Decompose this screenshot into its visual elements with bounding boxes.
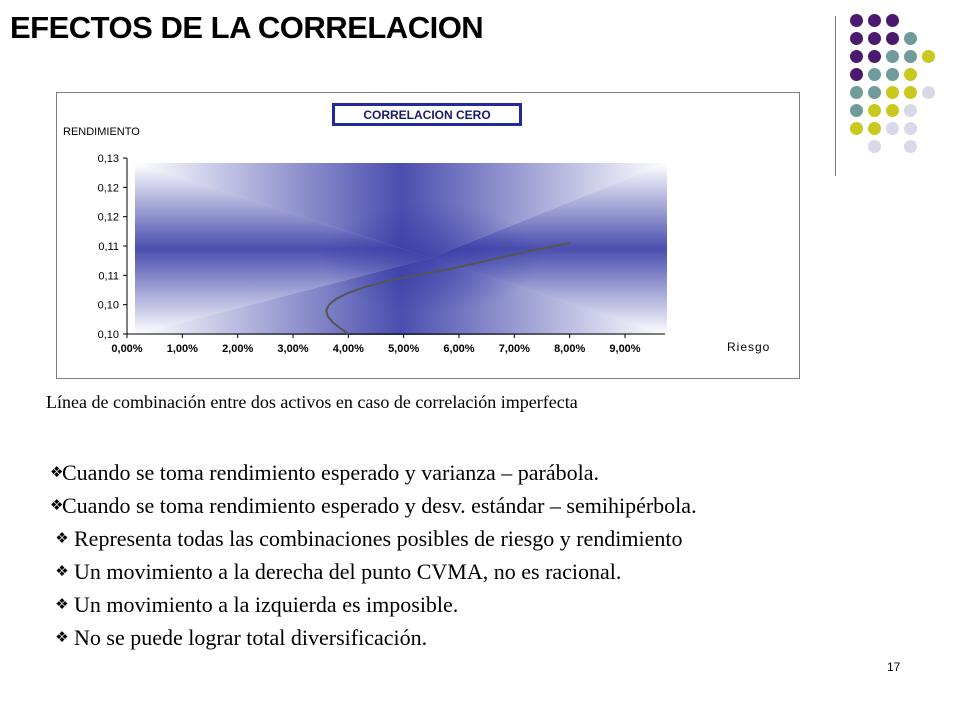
shade-left	[135, 163, 431, 335]
decorative-dot	[850, 32, 863, 45]
decorative-dot	[886, 122, 899, 135]
bullet-diamond-icon: ❖	[50, 463, 64, 481]
decorative-dot	[904, 68, 917, 81]
decorative-dot	[868, 86, 881, 99]
x-tick-label: 8,00%	[554, 343, 585, 355]
bullet-diamond-icon: ❖	[55, 562, 69, 580]
bullet-item: ❖ Un movimiento a la izquierda es imposib…	[50, 588, 697, 621]
decorative-dot	[922, 86, 935, 99]
decorative-dot	[886, 14, 899, 27]
y-tick-label: 0,10	[98, 300, 119, 312]
chart-title: CORRELACION CERO	[363, 108, 490, 122]
divider-line	[835, 16, 836, 176]
x-tick-label: 7,00%	[499, 343, 530, 355]
bullet-item: ❖ Un movimiento a la derecha del punto CV…	[50, 555, 697, 588]
decorative-dot	[904, 86, 917, 99]
decorative-dot	[904, 104, 917, 117]
chart-title-group: CORRELACION CERO	[332, 103, 522, 126]
bullet-item: ❖ Representa todas las combinaciones posi…	[50, 522, 697, 555]
bullet-diamond-icon: ❖	[55, 628, 69, 646]
y-tick-label: 0,10	[98, 329, 119, 341]
decorative-dot	[904, 32, 917, 45]
decorative-dot	[904, 50, 917, 63]
decorative-dot	[922, 50, 935, 63]
series-line	[325, 242, 570, 335]
bullet-item: ❖ Cuando se toma rendimiento esperado y v…	[50, 456, 697, 489]
decorative-dot	[868, 104, 881, 117]
bullet-diamond-icon: ❖	[55, 595, 69, 613]
y-tick-label: 0,13	[98, 153, 119, 165]
slide-title: EFECTOS DE LA CORRELACION	[10, 10, 484, 45]
chart-frame: 0,10 0,10 0,11 0,11 0,12 0,12 0,13 0,00% 1,00% 2,…	[56, 92, 800, 379]
chart-caption: Línea de combinación entre dos activos e…	[46, 392, 578, 412]
shade-center	[321, 203, 541, 313]
x-tick-label: 0,00%	[111, 343, 142, 355]
decorative-dot	[868, 50, 881, 63]
y-axis-title: RENDIMIENTO	[63, 126, 140, 138]
decorative-dot	[904, 122, 917, 135]
decorative-dot	[868, 14, 881, 27]
y-tick-label: 0,12	[98, 182, 119, 194]
decorative-dot	[850, 14, 863, 27]
decorative-dot-grid	[850, 14, 950, 159]
decorative-dot	[850, 104, 863, 117]
x-tick-label: 6,00%	[443, 343, 474, 355]
bullet-diamond-icon: ❖	[55, 529, 69, 547]
bullet-text: Un movimiento a la izquierda es imposibl…	[74, 592, 459, 617]
decorative-dot	[886, 104, 899, 117]
y-tick-label: 0,12	[98, 212, 119, 224]
x-axis-title: Riesgo	[727, 340, 770, 354]
bullet-item: ❖ Cuando se toma rendimiento esperado y d…	[50, 489, 697, 522]
decorative-dot	[886, 68, 899, 81]
decorative-dot	[868, 68, 881, 81]
decorative-dot	[886, 32, 899, 45]
decorative-dot	[886, 86, 899, 99]
chart: 0,10 0,10 0,11 0,11 0,12 0,12 0,13 0,00% 1,00% 2,…	[63, 103, 770, 355]
bullet-text: No se puede lograr total diversificación…	[74, 625, 428, 650]
chart-title-inner	[335, 106, 519, 123]
x-tick-label: 3,00%	[277, 343, 308, 355]
x-tick-label: 1,00%	[167, 343, 198, 355]
x-tick-label: 4,00%	[333, 343, 364, 355]
decorative-dot	[886, 50, 899, 63]
bullet-text: Un movimiento a la derecha del punto CVM…	[74, 559, 622, 584]
page-number: 17	[887, 660, 901, 674]
bullet-list: ❖ Cuando se toma rendimiento esperado y v…	[50, 456, 697, 654]
x-tick-label: 5,00%	[388, 343, 419, 355]
bullet-text: Cuando se toma rendimiento esperado y va…	[62, 460, 599, 485]
y-tick-label: 0,11	[98, 270, 119, 282]
bullet-text: Cuando se toma rendimiento esperado y de…	[62, 493, 697, 518]
decorative-dot	[868, 32, 881, 45]
decorative-dot	[850, 50, 863, 63]
shade-right	[431, 163, 667, 335]
bullet-item: ❖ No se puede lograr total diversificació…	[50, 621, 697, 654]
bullet-text: Representa todas las combinaciones posib…	[74, 526, 683, 551]
decorative-dot	[868, 140, 881, 153]
decorative-dot	[850, 122, 863, 135]
decorative-dot	[850, 68, 863, 81]
y-tick-label: 0,11	[98, 241, 119, 253]
bullet-diamond-icon: ❖	[50, 496, 64, 514]
x-tick-label: 9,00%	[609, 343, 640, 355]
x-tick-label: 2,00%	[222, 343, 253, 355]
decorative-dot	[868, 122, 881, 135]
decorative-dot	[850, 86, 863, 99]
decorative-dot	[904, 140, 917, 153]
